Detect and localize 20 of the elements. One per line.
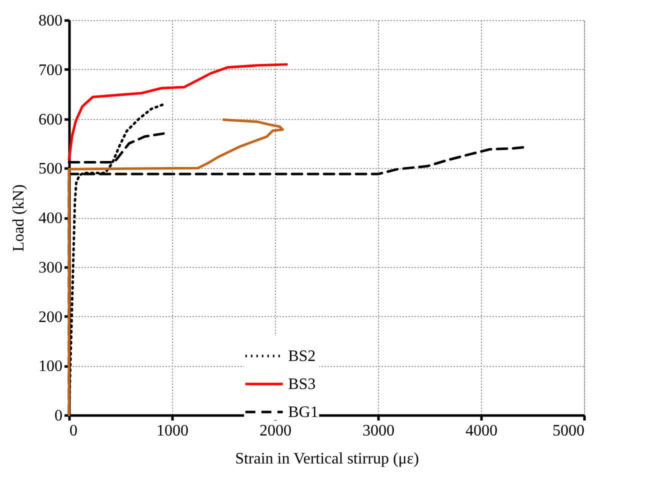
y-tick-label: 600: [38, 111, 62, 128]
y-tick-label: 100: [38, 358, 62, 376]
x-axis-title: Strain in Vertical stirrup (με): [235, 450, 419, 468]
y-tick-label: 800: [38, 12, 62, 30]
legend-label: BG1: [288, 404, 318, 421]
x-tick-label: 4000: [466, 422, 498, 440]
y-tick-label: 400: [38, 210, 62, 227]
legend-label: BS2: [288, 348, 316, 365]
y-tick-label: 300: [38, 259, 62, 276]
x-tick-label: 0: [70, 422, 78, 440]
y-tick-label: 500: [38, 160, 62, 178]
y-tick-label: 200: [38, 308, 62, 326]
x-tick-label: 2000: [260, 422, 292, 440]
y-tick-label: 700: [38, 62, 62, 79]
x-tick-label: 1000: [156, 422, 188, 440]
x-tick-label: 3000: [362, 422, 394, 440]
y-axis-title: Load (kN): [10, 184, 28, 252]
legend-label: BS3: [288, 376, 316, 393]
y-tick-label: 0: [54, 408, 62, 424]
x-tick-label: 5000: [552, 422, 584, 440]
